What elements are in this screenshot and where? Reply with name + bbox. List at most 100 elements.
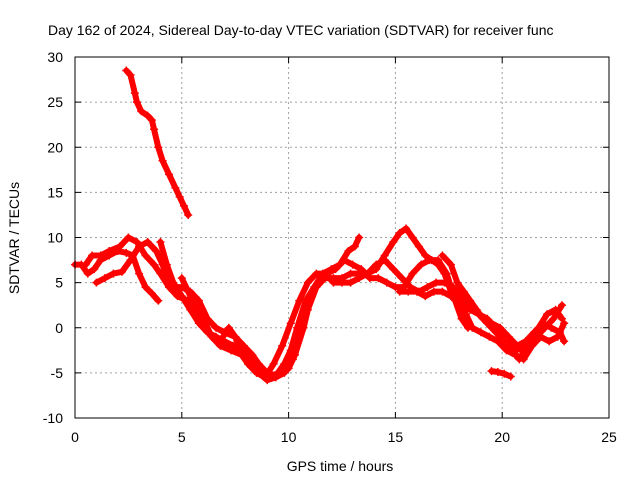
data-point <box>468 323 477 332</box>
data-point <box>549 314 558 323</box>
data-point <box>560 337 569 346</box>
series-track-6 <box>177 256 567 382</box>
data-point <box>449 283 458 292</box>
x-tick-label: 0 <box>71 429 79 445</box>
data-point <box>216 337 225 346</box>
data-point <box>147 289 156 298</box>
data-point <box>506 372 515 381</box>
data-point <box>487 367 496 376</box>
data-point <box>179 201 188 210</box>
y-tick-label: 30 <box>47 49 63 65</box>
data-point <box>175 192 184 201</box>
data-point <box>404 287 413 296</box>
data-point <box>543 310 552 319</box>
y-tick-label: 10 <box>47 230 63 246</box>
data-point <box>421 292 430 301</box>
data-point <box>504 332 513 341</box>
data-point <box>517 346 526 355</box>
data-point <box>344 247 353 256</box>
data-point <box>286 319 295 328</box>
data-point <box>312 269 321 278</box>
series-track-5 <box>156 224 567 385</box>
data-point <box>320 269 329 278</box>
series-track-3 <box>81 233 364 382</box>
data-point <box>122 248 131 257</box>
x-tick-label: 20 <box>494 429 510 445</box>
data-point <box>90 265 99 274</box>
data-point <box>496 323 505 332</box>
y-tick-label: -5 <box>51 365 64 381</box>
y-axis-label: SDTVAR / TECUs <box>6 182 22 294</box>
data-point <box>83 269 92 278</box>
data-point <box>117 267 126 276</box>
series-layer <box>71 66 569 385</box>
data-point <box>137 107 146 116</box>
data-point <box>252 368 261 377</box>
ticks <box>74 56 610 419</box>
data-point <box>397 274 406 283</box>
data-point <box>141 283 150 292</box>
x-tick-label: 10 <box>281 429 297 445</box>
data-point <box>538 319 547 328</box>
data-point <box>493 367 502 376</box>
data-point <box>130 89 139 98</box>
data-point <box>466 296 475 305</box>
data-point <box>303 278 312 287</box>
data-point <box>528 341 537 350</box>
data-point <box>555 328 564 337</box>
data-point <box>408 269 417 278</box>
data-point <box>461 310 470 319</box>
data-point <box>141 251 150 260</box>
data-point <box>81 260 90 269</box>
data-point <box>423 283 432 292</box>
data-point <box>446 260 455 269</box>
data-point <box>152 247 161 256</box>
data-point <box>194 296 203 305</box>
data-point <box>338 278 346 287</box>
data-point <box>382 278 391 287</box>
x-tick-label: 15 <box>388 429 404 445</box>
y-tick-label: 15 <box>47 184 63 200</box>
data-point <box>109 269 118 278</box>
data-point <box>547 323 556 332</box>
data-point <box>414 242 423 251</box>
data-point <box>143 238 152 247</box>
data-point <box>154 143 163 152</box>
data-point <box>372 260 381 269</box>
data-point <box>269 359 278 368</box>
data-point <box>429 287 438 296</box>
data-point <box>455 296 464 305</box>
data-point <box>224 323 233 332</box>
data-point <box>348 260 357 269</box>
data-point <box>346 269 355 278</box>
series-track-1 <box>122 66 193 219</box>
data-point <box>427 256 436 265</box>
data-point <box>380 256 389 265</box>
data-point <box>513 341 522 350</box>
y-tick-label: 25 <box>47 94 63 110</box>
data-point <box>391 283 400 292</box>
data-point <box>231 332 240 341</box>
data-point <box>417 260 426 269</box>
data-point <box>374 274 383 283</box>
data-point <box>312 283 321 292</box>
data-point <box>143 111 152 120</box>
data-point <box>511 350 520 359</box>
data-point <box>487 319 496 328</box>
data-point <box>340 256 349 265</box>
data-point <box>530 328 539 337</box>
data-point <box>453 278 462 287</box>
series-track-7 <box>395 287 569 364</box>
data-point <box>295 332 304 341</box>
data-point <box>244 359 253 368</box>
data-point <box>92 278 101 287</box>
data-point <box>329 278 338 287</box>
data-point <box>355 274 364 283</box>
data-point <box>132 98 141 107</box>
data-point <box>438 287 447 296</box>
data-point <box>162 260 171 269</box>
data-point <box>346 278 355 287</box>
data-point <box>207 332 216 341</box>
data-point <box>491 328 500 337</box>
data-point <box>431 278 440 287</box>
